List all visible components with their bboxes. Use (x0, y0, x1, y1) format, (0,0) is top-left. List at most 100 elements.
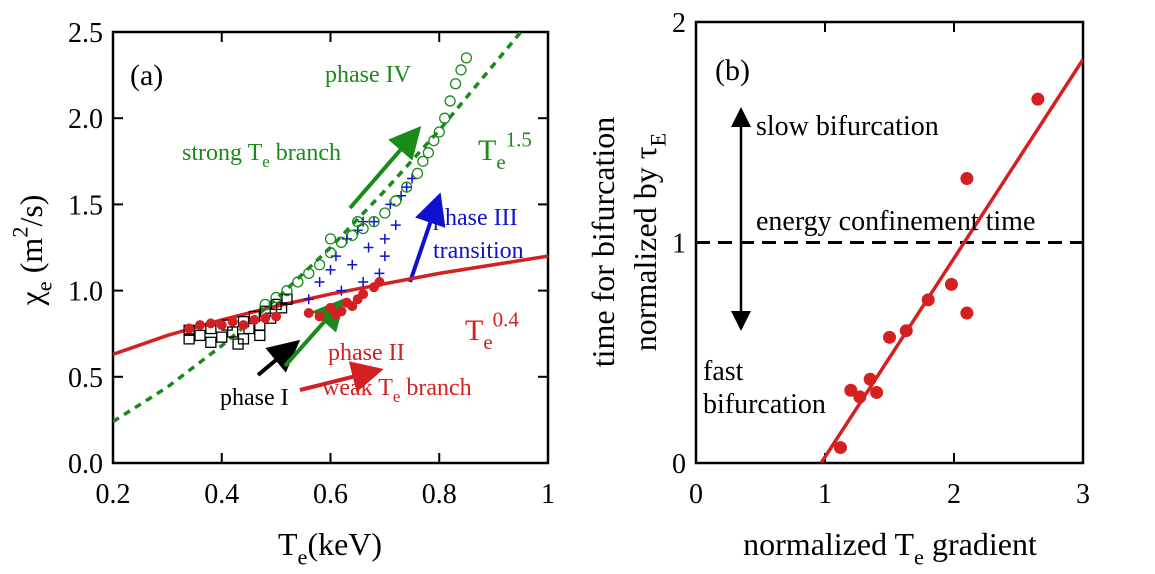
point (363, 242, 374, 253)
text-piece: e (393, 387, 400, 406)
point (379, 233, 390, 244)
point (254, 329, 266, 342)
point (379, 251, 390, 262)
point (379, 207, 391, 219)
annotation: bifurcation (703, 389, 826, 420)
point (183, 333, 195, 345)
point (226, 326, 239, 338)
y-tick-label: 1.5 (68, 190, 103, 221)
text-piece: e (262, 152, 269, 171)
annotation: energy confinement time (756, 206, 1035, 237)
point (249, 314, 260, 325)
point (960, 172, 974, 186)
point (899, 324, 913, 338)
text-piece: (keV) (307, 526, 382, 562)
text-piece: time for bifurcation (585, 117, 621, 368)
point (314, 276, 325, 287)
point (428, 134, 440, 147)
point (390, 195, 402, 207)
arrow (256, 339, 301, 377)
point (346, 229, 358, 242)
point (853, 390, 867, 404)
text-piece: 2 (8, 227, 33, 238)
point (358, 289, 369, 300)
annotation: Te1.5 (478, 128, 532, 175)
point (369, 216, 379, 227)
point (357, 222, 369, 235)
text-piece: T (478, 134, 496, 167)
text-piece: slow bifurcation (756, 111, 939, 142)
x-axis-label: Te(keV) (278, 526, 382, 570)
point (216, 331, 228, 343)
point (270, 291, 282, 304)
point (292, 276, 304, 288)
text-piece: e (914, 545, 924, 570)
y-tick-label: 0 (672, 449, 686, 480)
text-piece: phase III (433, 205, 518, 231)
point (184, 323, 195, 334)
annotation: strong Te branch (182, 140, 341, 171)
point (944, 277, 958, 291)
text-piece: (a) (130, 59, 163, 92)
point (444, 95, 456, 107)
point (325, 302, 336, 313)
text-piece: e (496, 150, 505, 174)
text-piece: e (297, 545, 307, 570)
text-piece: branch (400, 375, 471, 401)
text-piece: weak T (322, 375, 393, 401)
annotation: weak Te branch (322, 375, 472, 406)
point (400, 181, 413, 193)
point (347, 301, 358, 312)
text-piece: normalized T (743, 526, 914, 562)
plot-frame (111, 30, 550, 465)
text-piece: T (278, 526, 298, 562)
annotation: (b) (715, 54, 750, 87)
x-tick-label: 3 (1076, 479, 1090, 510)
point (960, 306, 974, 320)
arrow (348, 125, 422, 210)
x-axis-label: normalized Te gradient (743, 526, 1037, 570)
text-piece: gradient (924, 526, 1037, 562)
y-tick-label: 1.0 (68, 277, 103, 308)
point (455, 64, 467, 76)
point (844, 383, 858, 397)
point (216, 320, 227, 331)
point (921, 293, 935, 307)
text-piece: e (32, 281, 57, 291)
text-piece: bifurcation (703, 389, 826, 420)
y-tick-label: 0.0 (68, 449, 103, 480)
text-piece: 0.4 (493, 308, 520, 332)
point (352, 215, 364, 228)
point (368, 215, 380, 228)
point (195, 320, 205, 331)
x-tick-label: 0.4 (204, 479, 239, 510)
point (314, 311, 325, 322)
text-piece: (m (13, 238, 49, 282)
annotation: phase I (220, 385, 289, 411)
point (303, 267, 315, 280)
point (358, 276, 369, 287)
text-piece: /s) (13, 195, 49, 227)
point (374, 276, 385, 287)
y-tick-label: 1 (672, 229, 686, 260)
x-tick-label: 2 (947, 479, 961, 510)
annotation: Te0.4 (465, 308, 519, 355)
point (324, 247, 337, 259)
annotation: slow bifurcation (756, 111, 939, 142)
x-tick-label: 0.2 (96, 479, 131, 510)
point (325, 264, 336, 275)
panel: 0 1 2 3 0 1 2 normalized Te gradient time for bi… (585, 8, 1090, 570)
point (422, 147, 435, 159)
y-axis-label: normalized by τE (627, 133, 671, 351)
point (281, 284, 293, 297)
point (863, 372, 877, 386)
y-tick-label: 2.5 (68, 18, 103, 49)
text-piece: 1.5 (506, 128, 532, 152)
point (1031, 92, 1045, 106)
point (238, 320, 249, 331)
point (401, 182, 412, 193)
point (324, 233, 337, 245)
arrows (256, 107, 751, 393)
